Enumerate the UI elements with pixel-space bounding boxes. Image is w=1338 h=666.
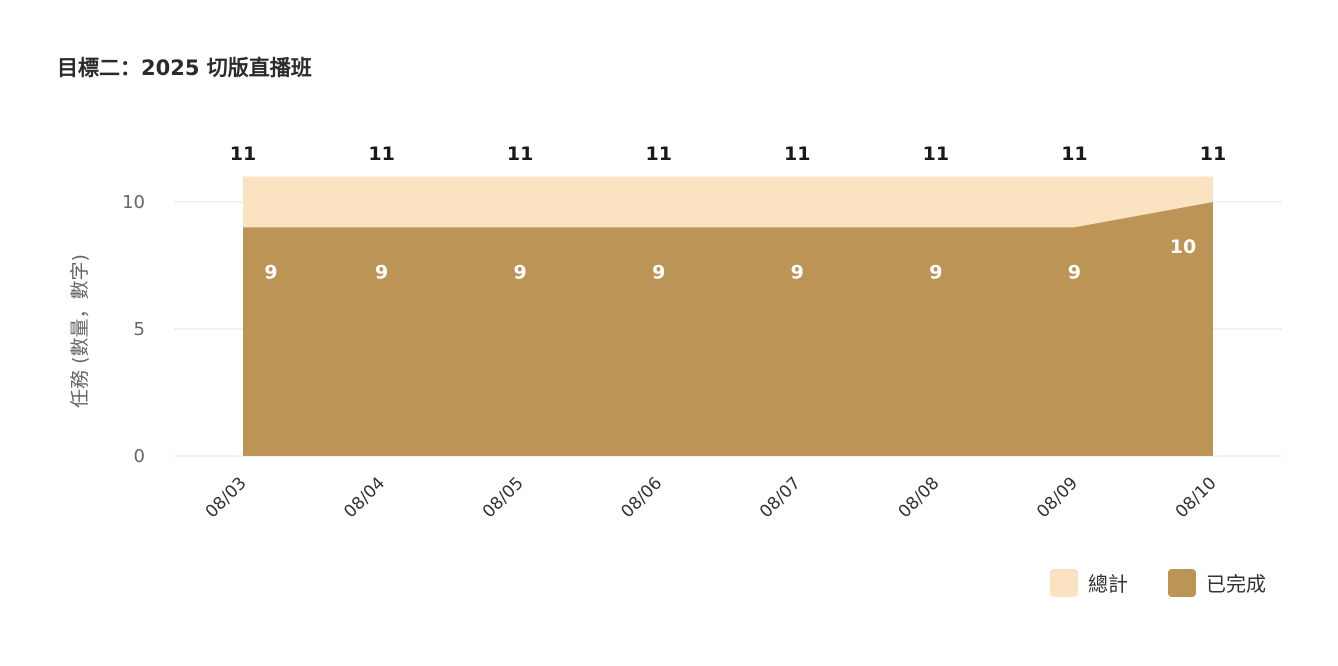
- data-label-completed-1: 9: [375, 261, 388, 283]
- legend-swatch-completed: [1168, 568, 1196, 597]
- data-label-total-1: 11: [368, 143, 394, 165]
- data-label-completed-5: 9: [929, 261, 942, 283]
- data-label-total-7: 11: [1200, 143, 1226, 165]
- data-label-total-2: 11: [507, 143, 533, 165]
- area-completed: [243, 202, 1213, 456]
- data-label-total-0: 11: [230, 143, 256, 165]
- legend-label-completed: 已完成: [1206, 572, 1266, 596]
- legend-label-total: 總計: [1088, 572, 1128, 596]
- x-tick-label-7: 08/10: [1172, 473, 1221, 522]
- data-label-completed-2: 9: [514, 261, 527, 283]
- data-label-completed-7: 10: [1170, 236, 1196, 258]
- legend-item-completed[interactable]: 已完成: [1168, 568, 1266, 597]
- x-tick-label-2: 08/05: [479, 473, 528, 522]
- x-tick-label-6: 08/09: [1033, 473, 1082, 522]
- data-label-total-3: 11: [645, 143, 671, 165]
- data-label-total-6: 11: [1061, 143, 1087, 165]
- y-axis-title: 任務 (數量，數字): [69, 254, 91, 408]
- x-tick-label-3: 08/06: [617, 473, 666, 522]
- data-label-total-4: 11: [784, 143, 810, 165]
- data-label-completed-3: 9: [652, 261, 665, 283]
- x-tick-label-5: 08/08: [895, 473, 944, 522]
- chart-title: 目標二：2025 切版直播班: [57, 56, 312, 80]
- legend-item-total[interactable]: 總計: [1050, 568, 1128, 597]
- data-label-completed-6: 9: [1068, 261, 1081, 283]
- data-label-total-5: 11: [923, 143, 949, 165]
- data-label-completed-4: 9: [791, 261, 804, 283]
- x-tick-label-4: 08/07: [756, 473, 805, 522]
- y-tick-label-0: 0: [134, 446, 145, 467]
- x-tick-label-1: 08/04: [340, 473, 389, 522]
- data-label-completed-0: 9: [264, 261, 277, 283]
- x-tick-label-0: 08/03: [202, 473, 251, 522]
- legend: 總計 已完成: [1050, 568, 1266, 597]
- y-tick-label-10: 10: [122, 192, 145, 213]
- legend-swatch-total: [1050, 568, 1078, 597]
- y-tick-label-5: 5: [134, 319, 145, 340]
